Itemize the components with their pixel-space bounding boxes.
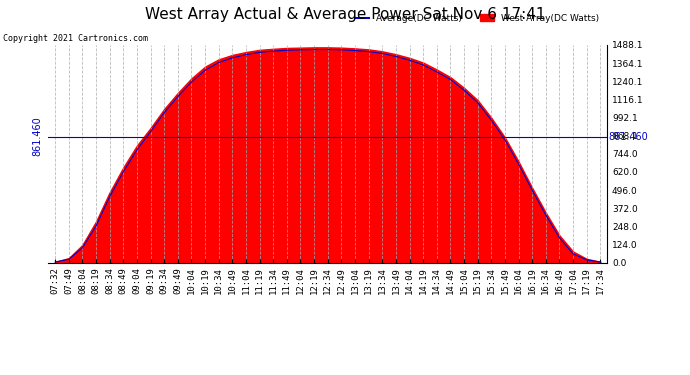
Text: 861.460: 861.460 <box>609 132 648 142</box>
Text: Copyright 2021 Cartronics.com: Copyright 2021 Cartronics.com <box>3 34 148 43</box>
Legend: Average(DC Watts), West Array(DC Watts): Average(DC Watts), West Array(DC Watts) <box>352 10 602 27</box>
Text: West Array Actual & Average Power Sat Nov 6 17:41: West Array Actual & Average Power Sat No… <box>145 8 545 22</box>
Text: 861.460: 861.460 <box>32 117 43 156</box>
